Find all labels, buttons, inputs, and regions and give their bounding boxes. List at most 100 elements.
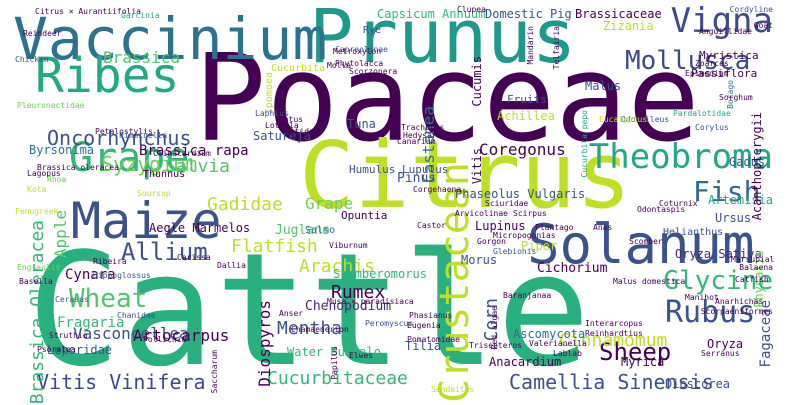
cloud-word: Lupinus <box>475 219 526 233</box>
cloud-word: Corgehaena <box>413 185 462 194</box>
cloud-word: Laphius <box>255 109 289 118</box>
cloud-word: Fish <box>693 175 761 208</box>
cloud-word: Fragaria <box>57 315 125 331</box>
cloud-word: Phaseolus Vulgaris <box>455 187 586 201</box>
cloud-word: Vitis <box>470 148 484 185</box>
cloud-word: Grape <box>305 194 354 213</box>
cloud-word: Camellia Sinensis <box>509 370 714 394</box>
cloud-word: Capreolinae <box>335 45 388 54</box>
cloud-word: Psoralea <box>37 345 76 354</box>
cloud-word: Mandarin <box>526 26 535 65</box>
cloud-word: Canarium <box>397 137 436 146</box>
cloud-word: Poaceae <box>194 30 700 169</box>
cloud-word: Sciuridae <box>485 199 529 208</box>
cloud-word: Byrsonima <box>29 143 95 157</box>
cloud-word: Trachurus <box>401 123 445 132</box>
cloud-word: Cinnamomum <box>559 330 668 351</box>
cloud-word: Sandaites <box>431 385 475 394</box>
cloud-word: Sorghum <box>719 93 753 102</box>
cloud-word: Water Buffalo <box>287 345 381 359</box>
cloud-word: Marsupial <box>731 255 775 264</box>
cloud-word: Gadidae <box>207 194 283 215</box>
cloud-word: Oryza Sativa <box>675 247 762 261</box>
cloud-word: Wheat <box>69 284 148 314</box>
cloud-word: Scorpaeniformes <box>700 307 773 316</box>
cloud-word: Gadus <box>729 155 766 169</box>
cloud-word: Salmo <box>305 225 336 236</box>
cloud-word: Musa × paradisiaca <box>327 297 414 306</box>
cloud-word: Hedysarum <box>403 131 447 140</box>
cloud-word: Chicken <box>15 55 49 64</box>
cloud-word: Pollichia <box>143 335 187 344</box>
cloud-word: Cucumis <box>470 56 484 107</box>
cloud-word: Juglans <box>275 223 330 238</box>
cloud-word: Chenopodium <box>305 299 392 314</box>
cloud-word: Struthio <box>49 331 88 340</box>
cloud-word: Lotella <box>265 121 299 130</box>
cloud-word: Sheep <box>599 338 672 366</box>
cloud-word: Eucalyptus <box>599 115 648 124</box>
cloud-word: Eugenia <box>407 321 441 330</box>
cloud-word: Malus <box>585 79 622 93</box>
cloud-word: Domestic Pig <box>485 7 572 21</box>
cloud-word: Arachis <box>299 256 375 277</box>
cloud-word: Maize <box>71 192 222 250</box>
cloud-word: Lotidae <box>285 127 319 136</box>
cloud-word: Castor <box>417 221 446 230</box>
cloud-word: Red algae <box>490 306 499 350</box>
cloud-word: Opuntia <box>341 209 388 222</box>
cloud-word: Phasianus <box>409 311 453 320</box>
cloud-word: Rhoa <box>47 175 67 184</box>
cloud-word: Ribeira <box>93 257 127 266</box>
cloud-word: Kota <box>27 185 47 194</box>
cloud-word: Cucurbita pepo <box>580 110 589 178</box>
cloud-word: Oryza <box>707 337 744 351</box>
cloud-word: Glebionis <box>493 247 537 256</box>
cloud-word: Ascomycota <box>513 327 586 341</box>
cloud-word: Artocarpus <box>133 326 230 345</box>
cloud-word: Rye <box>363 25 382 36</box>
cloud-word: Interarcopus <box>585 319 643 328</box>
cloud-word: Epimedium <box>685 69 729 78</box>
cloud-word: Mentha <box>277 318 343 339</box>
cloud-word: Clupea <box>457 5 486 14</box>
cloud-word: Anacardium <box>489 355 562 369</box>
cloud-word: Rumex <box>331 282 386 303</box>
cloud-word: Clinacardium <box>153 149 211 158</box>
cloud-word: Goat <box>753 21 773 30</box>
cloud-word: Plantago <box>535 223 574 232</box>
cloud-word: Myristica <box>699 49 759 62</box>
cloud-word: Cucurbitaceae <box>267 368 408 389</box>
cloud-word: Garcinia <box>121 11 160 20</box>
cloud-word: Serranus <box>701 349 740 358</box>
cloud-word: Lagopus <box>27 169 61 178</box>
cloud-word: Baranjanaa <box>503 291 552 300</box>
cloud-word: Apple <box>51 210 70 259</box>
cloud-word: Syzygium <box>101 152 198 176</box>
cloud-word: Acanthopterygii <box>750 112 764 221</box>
cloud-word: Vigna <box>670 1 773 41</box>
cloud-word: Tilia <box>405 339 442 353</box>
cloud-word: Saccharum <box>210 350 219 394</box>
cloud-word: Helianthus <box>663 227 724 238</box>
cloud-word: Chanidae <box>117 311 156 320</box>
cloud-word: Glycine <box>663 266 773 296</box>
cloud-word: Manihot <box>685 293 719 302</box>
cloud-word: Chamaenerion <box>291 325 349 334</box>
cloud-word: Cerasus <box>55 295 89 304</box>
cloud-word: Basella <box>19 277 53 286</box>
cloud-word: Trisepteros <box>469 341 522 350</box>
cloud-word: Citrus × Aurantiifolia <box>35 7 141 16</box>
cloud-word: Odocoileus <box>621 115 670 124</box>
cloud-word: Soursop <box>137 189 171 198</box>
cloud-word: Engraulis <box>17 263 61 272</box>
cloud-word: Brassica rapa <box>139 143 249 159</box>
cloud-word: Phytolacca <box>335 59 384 68</box>
cloud-word: Micropogonias <box>493 231 556 240</box>
cloud-word: Tuna <box>347 117 376 131</box>
cloud-word: Mollusca <box>625 46 751 76</box>
cloud-word: Odontaspis <box>637 205 686 214</box>
cloud-word: Piper <box>521 239 558 253</box>
cloud-word: Molva <box>327 61 352 70</box>
cloud-word: Ursus <box>715 211 752 225</box>
